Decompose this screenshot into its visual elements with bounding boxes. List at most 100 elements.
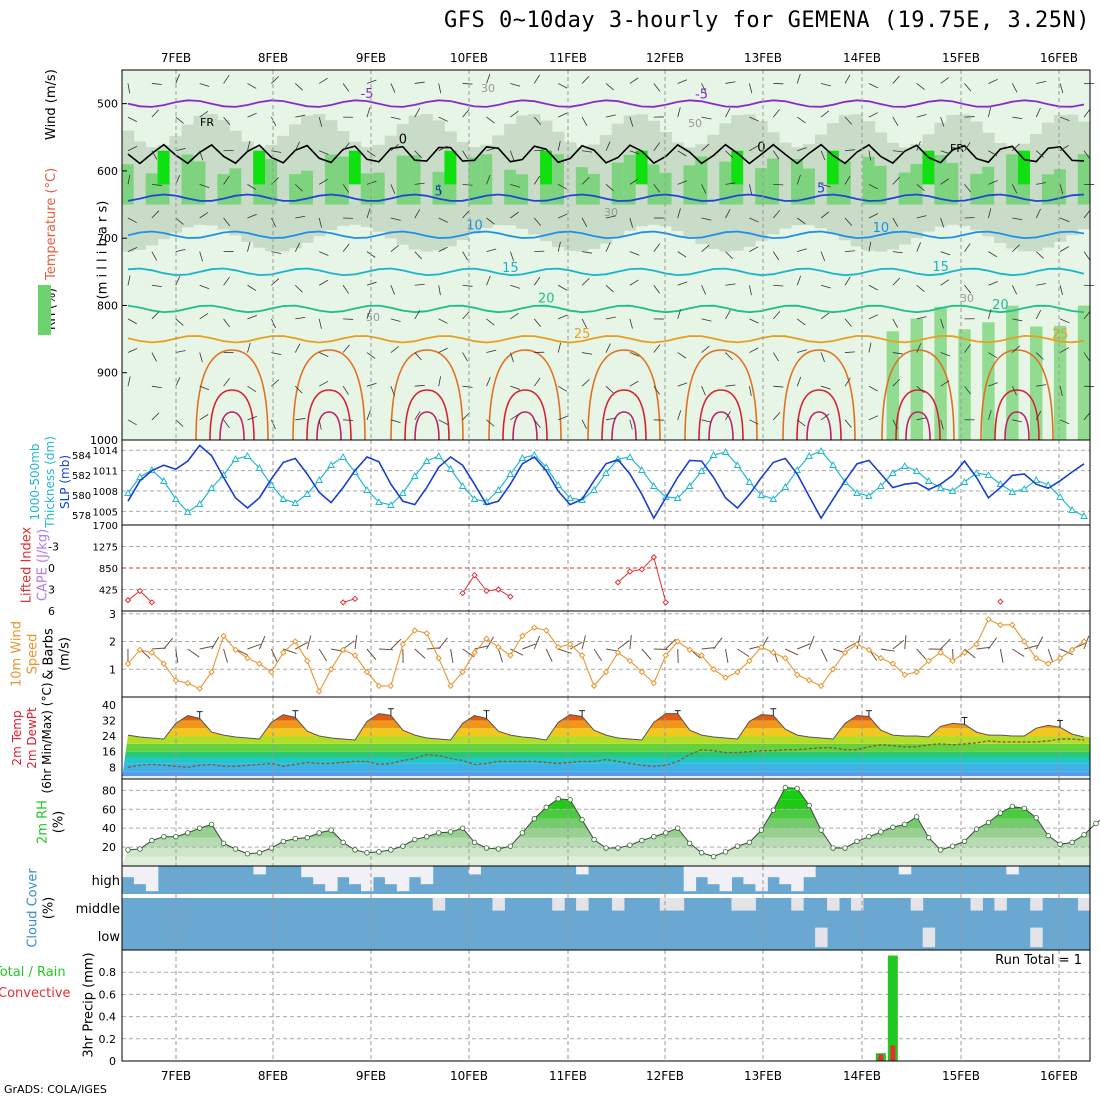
cloud-high-gap	[779, 866, 792, 885]
warm-contour	[708, 411, 734, 441]
rh-point	[459, 825, 466, 831]
wind-barb	[510, 251, 515, 262]
cloud-mid-gap	[1030, 898, 1043, 911]
wind-barb	[510, 110, 519, 118]
wind-barb	[892, 318, 899, 328]
wind-barb	[844, 217, 853, 226]
wind-barb	[796, 376, 802, 387]
wind-barb	[223, 217, 231, 227]
wind-barb	[390, 638, 402, 650]
wind-barb	[844, 377, 851, 387]
wind-barb	[271, 278, 280, 286]
rh-band-mid	[1065, 114, 1079, 236]
wind-barb	[557, 342, 562, 353]
rh-band-bright	[635, 150, 649, 185]
wind-barb	[1059, 318, 1070, 324]
day-label-top: 14FEB	[843, 51, 881, 65]
rh-label: 30	[604, 206, 618, 219]
warm-contour	[684, 349, 758, 441]
rh-band-green	[121, 164, 135, 205]
thickness-point	[470, 494, 479, 502]
day-label-bottom: 13FEB	[744, 1069, 782, 1083]
wind-barb	[1059, 347, 1069, 353]
wind-barb	[1036, 283, 1047, 286]
wind-barb	[916, 648, 927, 660]
wind-barb	[1083, 209, 1091, 219]
wind-barb	[486, 116, 495, 124]
wind-barb	[677, 208, 681, 219]
rh-band-mid	[850, 114, 864, 247]
wind-barb	[390, 318, 401, 322]
axis-label: SLP (mb)	[58, 455, 72, 509]
wind-barb	[318, 279, 329, 286]
wind-barb	[892, 116, 899, 126]
cloud-high-gap	[361, 866, 374, 892]
wind-barb	[1012, 143, 1020, 152]
day-label-bottom: 7FEB	[161, 1069, 191, 1083]
cloud-level-label: middle	[76, 902, 120, 917]
rh-band-green	[229, 168, 242, 205]
wind-barb	[1011, 285, 1018, 295]
wind-speed-point	[913, 668, 920, 676]
rh-band-green	[898, 172, 911, 205]
rh-point	[686, 840, 693, 847]
rh-band-mid	[492, 135, 505, 226]
wind-barb	[796, 116, 806, 124]
thickness-point	[566, 493, 574, 501]
wind-barb	[797, 248, 807, 253]
wind-barb	[964, 243, 971, 252]
wind-barb	[1083, 150, 1091, 160]
wind-barb	[653, 344, 661, 353]
cloud-mid-gap	[552, 898, 565, 911]
lifted-index-point	[662, 599, 669, 606]
temp-tick-label: 32	[102, 714, 116, 727]
thickness-point	[781, 482, 790, 490]
rh-band	[122, 790, 1090, 800]
wind-barb	[749, 347, 759, 353]
wind-barb	[247, 241, 251, 252]
cloud-mid-gap	[743, 898, 756, 911]
rh-point	[591, 836, 597, 843]
wind-barb	[605, 343, 611, 353]
rh-point	[161, 833, 167, 840]
rh-band-mid	[671, 142, 684, 232]
wind-barb	[772, 251, 780, 261]
axis-label: (m i l l i b a r s)	[95, 201, 110, 300]
chart-title: GFS 0~10day 3-hourly for GEMENA (19.75E,…	[443, 8, 1090, 33]
wind-barb	[390, 217, 401, 221]
wind-barb	[1024, 644, 1038, 650]
rh-point	[292, 835, 298, 842]
wind-barb	[199, 284, 210, 290]
rh-band-bright	[540, 150, 553, 185]
lifted-index-point	[339, 599, 347, 606]
wind-barb	[271, 251, 282, 254]
cloud-high-gap	[337, 866, 350, 878]
wind-barb	[175, 376, 181, 387]
thickness-point	[1008, 487, 1017, 495]
thickness-point	[805, 451, 814, 459]
rh-point	[388, 847, 394, 853]
wind-speed-point	[220, 632, 227, 640]
thickness-point	[183, 507, 192, 515]
rh-point	[304, 834, 310, 841]
wind-barb	[892, 277, 901, 286]
wind-barb	[342, 83, 350, 92]
wind-speed-point	[674, 638, 681, 645]
wind-barb	[175, 648, 179, 663]
wind-barb	[151, 150, 158, 160]
rh-band-green	[181, 154, 194, 205]
wind-barb	[796, 318, 806, 326]
thickness-point	[171, 494, 180, 502]
wind-speed-point	[375, 682, 383, 690]
thickness-point	[243, 451, 252, 459]
wind-barb	[701, 116, 712, 120]
rh-point	[316, 830, 322, 836]
wind-barb	[366, 410, 371, 420]
rh-band-green	[551, 154, 565, 205]
cape-tick-label: 1275	[93, 543, 118, 554]
wind-barb	[319, 150, 329, 155]
wind-barb	[366, 79, 377, 84]
wind-barb	[462, 183, 473, 186]
rh-band-low	[1030, 326, 1043, 440]
wind-speed-point	[841, 649, 849, 656]
